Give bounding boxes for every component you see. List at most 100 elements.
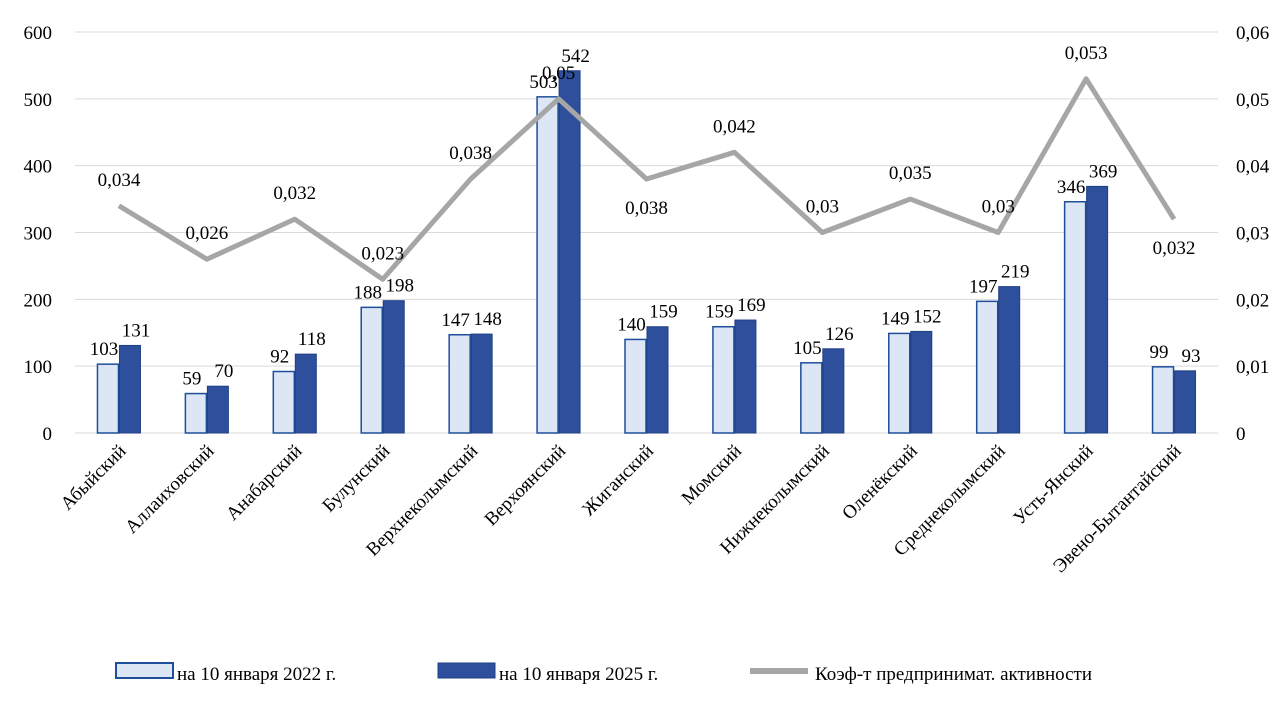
bar-2025-value-label: 131 [122, 320, 151, 341]
bar-2025-value-label: 169 [737, 295, 766, 316]
bar-2025-value-label: 118 [298, 329, 326, 350]
bar-2025 [294, 353, 317, 434]
coef-value-label: 0,034 [98, 170, 141, 191]
bar-2025 [118, 344, 141, 434]
category-label: Жиганский [578, 441, 658, 521]
bar-2025 [822, 348, 845, 434]
coef-value-label: 0,032 [1153, 238, 1196, 259]
bar-2022-value-label: 188 [353, 282, 382, 303]
bar-2022 [975, 300, 999, 434]
right-axis-ticks: 0 0,01 0,02 0,03 0,04 0,05 0,06 [1236, 23, 1270, 445]
bar-2022-value-label: 140 [617, 314, 646, 335]
bar-2025 [1086, 185, 1109, 434]
bar-2025-value-label: 219 [1001, 262, 1030, 283]
category-label: Аллаиховский [121, 441, 218, 538]
right-tick-label: 0,06 [1236, 23, 1269, 44]
left-tick-label: 0 [43, 424, 53, 445]
legend-swatch-2022 [115, 662, 174, 679]
bar-2022-value-label: 59 [182, 369, 201, 390]
bar-2025 [998, 286, 1021, 434]
bar-2022 [96, 363, 120, 434]
bar-2025 [1174, 370, 1197, 434]
bar-2025-value-label: 70 [214, 361, 233, 382]
bar-2025-value-label: 198 [385, 276, 414, 297]
bar-2025 [382, 300, 405, 434]
bar-2025 [470, 333, 493, 434]
coef-value-label: 0,03 [806, 197, 839, 218]
bar-2025 [646, 326, 669, 434]
legend-label-2025: на 10 января 2025 г. [499, 664, 658, 685]
bar-2022-value-label: 92 [270, 347, 289, 368]
coef-value-label: 0,038 [625, 198, 668, 219]
category-label: Усть-Янский [1009, 441, 1097, 529]
coef-value-label: 0,05 [542, 63, 575, 84]
bar-2025-value-label: 148 [473, 309, 502, 330]
left-tick-label: 300 [24, 224, 53, 245]
coef-value-label: 0,035 [889, 163, 932, 184]
right-tick-label: 0,02 [1236, 290, 1269, 311]
bar-2022 [536, 96, 559, 434]
coef-value-label: 0,042 [713, 116, 756, 137]
category-label: Оленёкский [838, 441, 921, 524]
legend-label-2022: на 10 января 2022 г. [177, 664, 336, 685]
bar-2025-value-label: 152 [913, 306, 942, 327]
legend-label-coef: Коэф-т предпринимат. активности [815, 664, 1092, 685]
coef-value-label: 0,023 [361, 243, 404, 264]
bars [96, 70, 1197, 434]
category-label: Момский [678, 441, 746, 509]
right-tick-label: 0,03 [1236, 224, 1269, 245]
bar-2022 [1151, 366, 1175, 434]
bar-2022 [800, 362, 823, 434]
bar-2025-value-label: 542 [561, 46, 590, 67]
bar-2025 [910, 330, 933, 434]
right-tick-label: 0,04 [1236, 157, 1270, 178]
category-label: Абыйский [57, 441, 131, 515]
bar-2022-value-label: 99 [1150, 342, 1169, 363]
coef-value-label: 0,026 [186, 223, 229, 244]
bar-2022 [360, 306, 383, 434]
left-tick-label: 600 [24, 23, 53, 44]
coef-value-label: 0,038 [449, 143, 492, 164]
left-axis-ticks: 0 100 200 300 400 500 600 [24, 23, 53, 445]
coef-value-label: 0,053 [1065, 43, 1108, 64]
bar-2022-value-label: 159 [705, 302, 734, 323]
bar-2022 [184, 392, 208, 434]
bar-2022-value-label: 147 [441, 310, 470, 331]
bar-2022-value-label: 346 [1057, 177, 1086, 198]
bar-2025-value-label: 369 [1089, 161, 1118, 182]
left-tick-label: 400 [24, 157, 53, 178]
bar-2022 [624, 338, 647, 434]
bar-2025-value-label: 126 [825, 324, 854, 345]
bar-2025-value-label: 93 [1182, 346, 1201, 367]
bar-2022 [272, 370, 296, 434]
bar-2022-value-label: 149 [881, 308, 910, 329]
activity-line [117, 76, 1177, 282]
bar-2025 [558, 70, 581, 434]
bar-2025-value-label: 159 [649, 302, 678, 323]
category-label: Верхоянский [481, 441, 570, 530]
bar-2022 [448, 334, 471, 434]
bar-2022 [712, 325, 735, 434]
bar-2025 [734, 319, 757, 434]
category-label: Анабарский [222, 441, 306, 525]
bar-2022-value-label: 103 [90, 339, 119, 360]
left-tick-label: 100 [24, 357, 53, 378]
right-tick-label: 0,05 [1236, 90, 1269, 111]
right-tick-label: 0 [1236, 424, 1246, 445]
legend: на 10 января 2022 г. на 10 января 2025 г… [115, 662, 1092, 685]
category-label: Булунский [318, 441, 394, 517]
bar-2025 [206, 385, 229, 434]
bar-2022-value-label: 105 [793, 338, 822, 359]
coef-value-label: 0,032 [273, 183, 316, 204]
bar-2022-value-label: 503 [529, 72, 558, 93]
left-tick-label: 500 [24, 90, 53, 111]
legend-swatch-2025 [437, 662, 496, 679]
coef-value-label: 0,03 [982, 197, 1015, 218]
bar-2022 [1063, 201, 1087, 434]
bar-2022-value-label: 197 [969, 276, 998, 297]
bar-2022 [888, 332, 911, 434]
left-tick-label: 200 [24, 290, 53, 311]
